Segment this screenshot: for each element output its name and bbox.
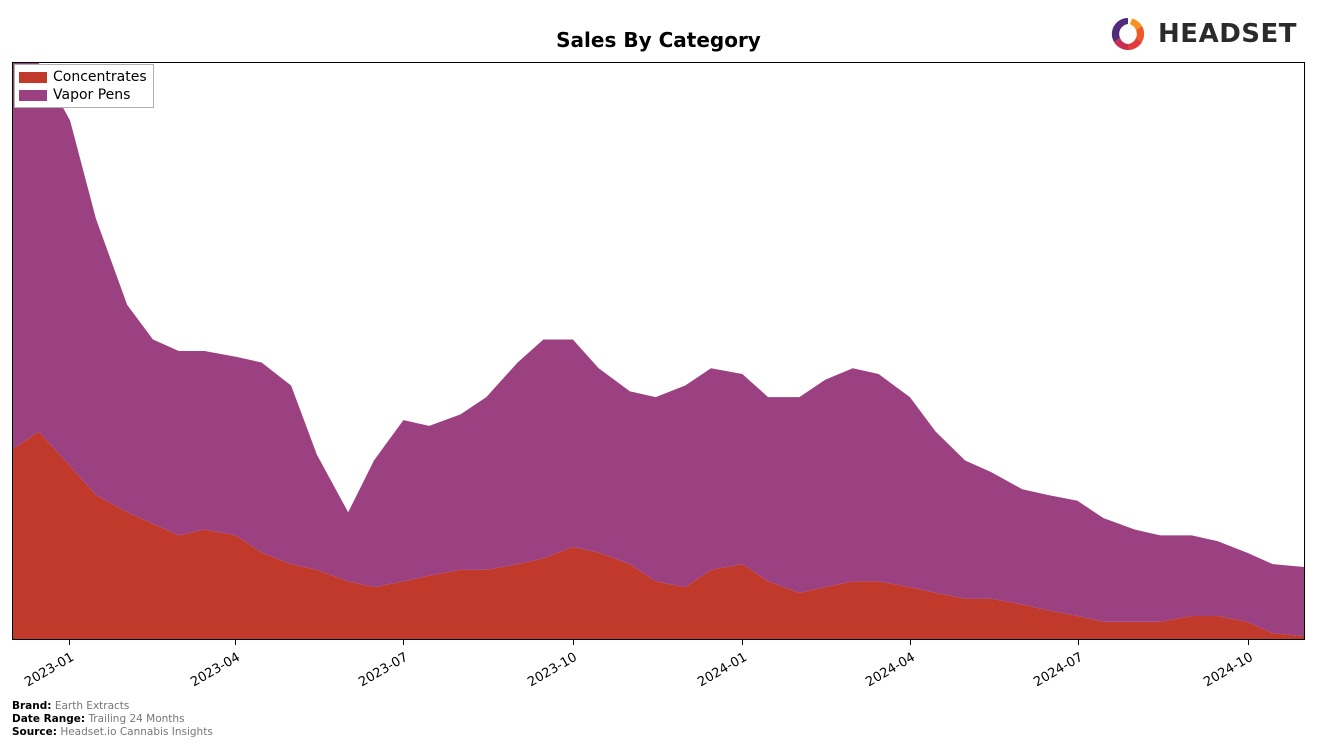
legend-label-vapor-pens: Vapor Pens [53,86,130,104]
x-tick-mark [235,640,236,645]
x-axis-labels: 2023-01 2023-04 2023-07 2023-10 2024-01 2024-… [12,640,1305,700]
x-tick-label: 2024-10 [1201,650,1256,690]
x-tick-label: 2024-04 [863,650,918,690]
x-tick-label: 2023-04 [188,650,243,690]
x-tick-mark [573,640,574,645]
x-tick-mark [1078,640,1079,645]
x-tick-mark [1248,640,1249,645]
legend-item-concentrates: Concentrates [19,68,147,86]
legend-label-concentrates: Concentrates [53,68,147,86]
meta-range-value: Trailing 24 Months [88,713,184,725]
meta-brand-label: Brand: [12,700,51,712]
x-tick-label: 2024-07 [1031,650,1086,690]
x-tick-label: 2023-10 [526,650,581,690]
x-tick-label: 2023-07 [356,650,411,690]
x-tick-mark [910,640,911,645]
meta-source-row: Source: Headset.io Cannabis Insights [12,726,213,739]
x-tick-label: 2023-01 [22,650,77,690]
figure: Sales By Category HEADSET Concentrates V… [0,0,1317,746]
brand-logo-text: HEADSET [1158,19,1297,49]
legend-swatch-vapor-pens [19,90,47,101]
headset-logo-icon [1108,14,1148,54]
x-tick-mark [69,640,70,645]
meta-source-value: Headset.io Cannabis Insights [60,726,212,738]
meta-source-label: Source: [12,726,57,738]
brand-logo: HEADSET [1108,14,1297,54]
chart-metadata: Brand: Earth Extracts Date Range: Traili… [12,700,213,739]
meta-brand-value: Earth Extracts [55,700,130,712]
meta-brand-row: Brand: Earth Extracts [12,700,213,713]
meta-range-label: Date Range: [12,713,85,725]
x-tick-mark [403,640,404,645]
plot-area [12,62,1305,640]
meta-range-row: Date Range: Trailing 24 Months [12,713,213,726]
legend-item-vapor-pens: Vapor Pens [19,86,147,104]
x-tick-label: 2024-01 [695,650,750,690]
legend: Concentrates Vapor Pens [14,64,154,108]
x-tick-mark [742,640,743,645]
legend-swatch-concentrates [19,72,47,83]
